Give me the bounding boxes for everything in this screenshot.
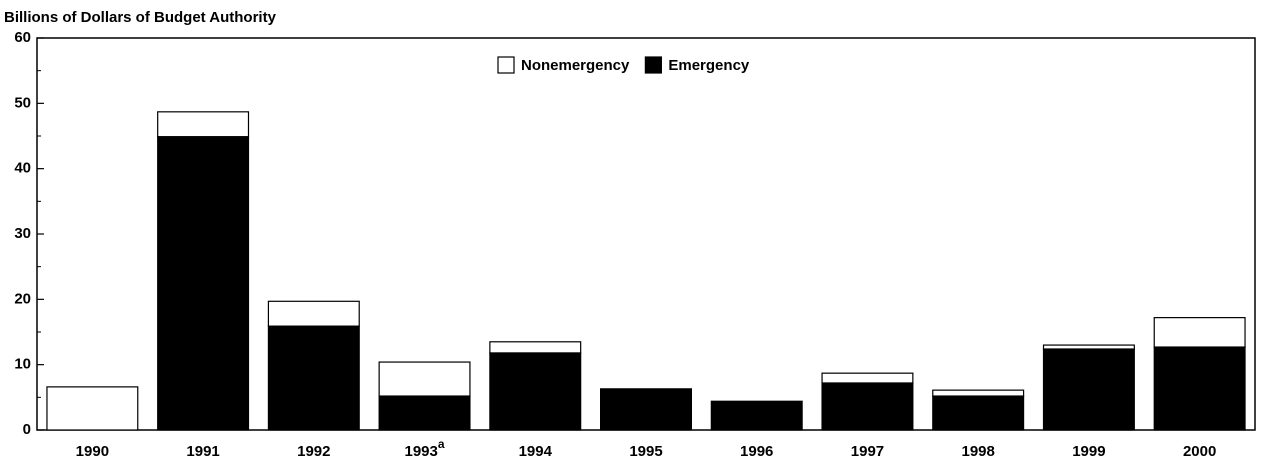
y-tick-label: 50 [14, 94, 31, 111]
bar-segment [600, 388, 692, 431]
x-tick-text: 1998 [961, 443, 994, 460]
bar-segment [710, 400, 803, 431]
x-tick-text: 1993 [405, 443, 438, 460]
bar-segment [1153, 317, 1246, 348]
x-tick-label: 1992 [297, 443, 330, 460]
bar-segment [378, 395, 471, 431]
bar-segment [1153, 346, 1246, 431]
bar-segment [46, 386, 139, 431]
x-tick-text: 1995 [629, 443, 662, 460]
x-tick-label: 1994 [519, 443, 553, 460]
x-tick-label: 1995 [629, 443, 662, 460]
x-tick-text: 1991 [186, 443, 219, 460]
bar-segment [1042, 344, 1135, 350]
x-tick-label: 1997 [851, 443, 884, 460]
bar-segment [157, 136, 250, 431]
x-tick-label: 1990 [76, 443, 109, 460]
x-tick-note: a [438, 437, 445, 451]
y-tick-label: 60 [14, 29, 31, 46]
bar-segment [378, 361, 471, 397]
x-tick-label: 1996 [740, 443, 773, 460]
x-tick-label: 1991 [186, 443, 219, 460]
legend-swatch [644, 56, 662, 74]
x-tick-text: 1990 [76, 443, 109, 460]
bar-segment [267, 325, 360, 431]
x-tick-text: 1992 [297, 443, 330, 460]
bar-segment [1042, 348, 1135, 431]
x-tick-label: 1998 [961, 443, 994, 460]
y-tick-label: 30 [14, 225, 31, 242]
bar-segment [489, 352, 582, 431]
x-tick-text: 1997 [851, 443, 884, 460]
x-tick-text: 1996 [740, 443, 773, 460]
x-tick-text: 1994 [519, 443, 553, 460]
y-tick-label: 20 [14, 290, 31, 307]
x-tick-label: 1999 [1072, 443, 1105, 460]
bar-segment [267, 300, 360, 327]
legend-label: Nonemergency [521, 57, 630, 74]
bar-segment [821, 382, 914, 431]
x-tick-text: 1999 [1072, 443, 1105, 460]
bar-segment [932, 395, 1025, 431]
bar-segment [932, 389, 1025, 397]
x-tick-text: 2000 [1183, 443, 1216, 460]
y-tick-label: 10 [14, 356, 31, 373]
bar-segment [489, 341, 582, 354]
x-tick-label: 2000 [1183, 443, 1216, 460]
bar-segment [157, 111, 250, 138]
y-tick-label: 40 [14, 160, 31, 177]
chart-title: Billions of Dollars of Budget Authority [4, 9, 277, 26]
bar-segment [821, 372, 914, 384]
y-tick-label: 0 [23, 421, 31, 438]
x-tick-label: 1993a [405, 437, 445, 460]
legend-label: Emergency [668, 57, 750, 74]
legend-swatch [497, 56, 515, 74]
